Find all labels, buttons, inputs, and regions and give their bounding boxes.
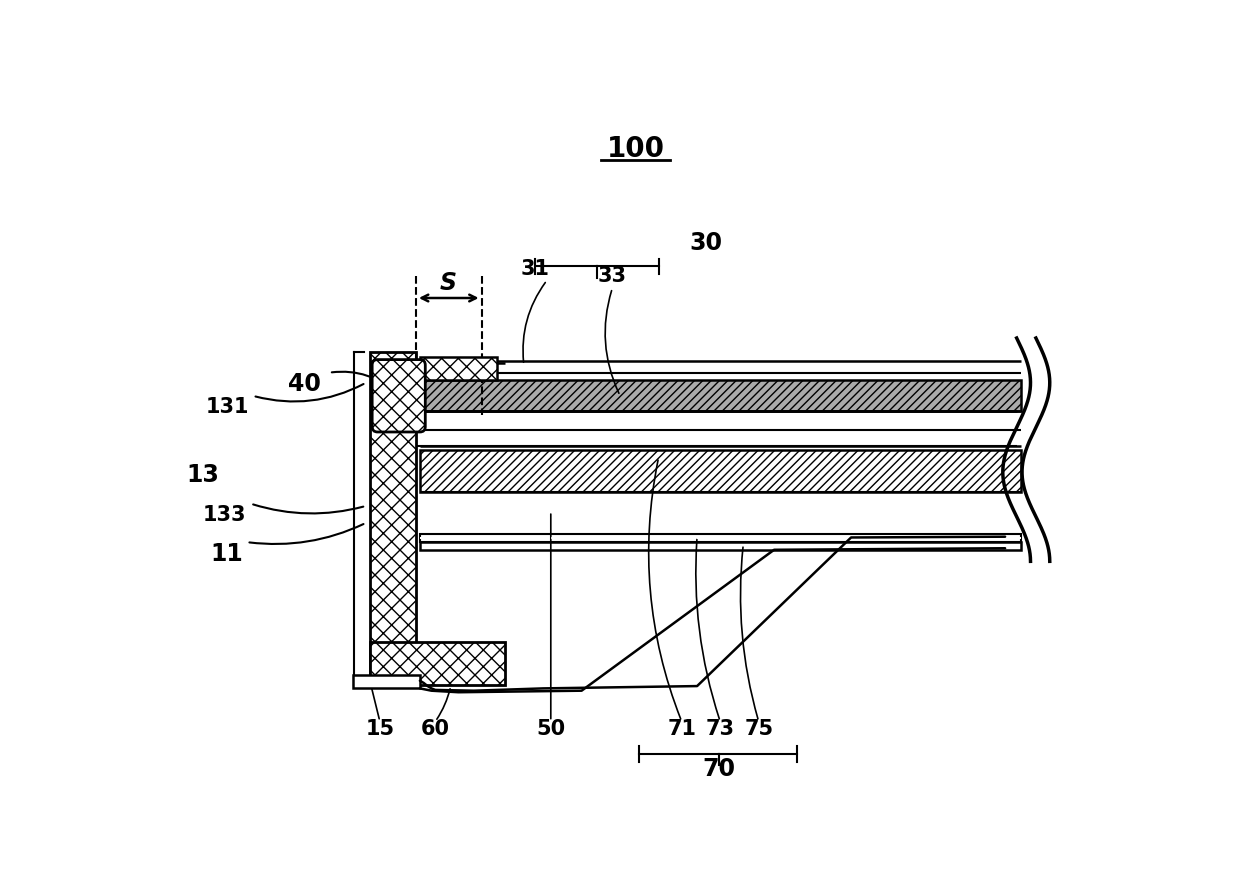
Text: 33: 33	[598, 267, 627, 286]
Bar	[420, 450, 1021, 492]
Text: 71: 71	[667, 719, 696, 739]
Text: 40: 40	[289, 372, 321, 396]
Bar	[370, 642, 505, 684]
Text: 73: 73	[706, 719, 734, 739]
Text: 75: 75	[744, 719, 774, 739]
Text: 11: 11	[210, 541, 243, 566]
Bar	[420, 542, 1021, 549]
Bar	[420, 358, 497, 380]
Text: 50: 50	[536, 719, 565, 739]
Text: 100: 100	[606, 136, 665, 163]
Bar	[420, 380, 1021, 411]
Text: 133: 133	[203, 505, 247, 525]
Bar	[353, 674, 420, 689]
Text: S: S	[440, 270, 456, 294]
Text: 15: 15	[366, 719, 394, 739]
FancyBboxPatch shape	[372, 359, 425, 432]
Text: 13: 13	[186, 463, 219, 487]
Text: 30: 30	[689, 231, 723, 255]
Bar	[370, 352, 417, 684]
Text: 131: 131	[206, 397, 249, 417]
Text: 31: 31	[521, 259, 549, 278]
Text: 60: 60	[420, 719, 450, 739]
Text: 70: 70	[702, 757, 735, 781]
Bar	[420, 534, 1021, 542]
